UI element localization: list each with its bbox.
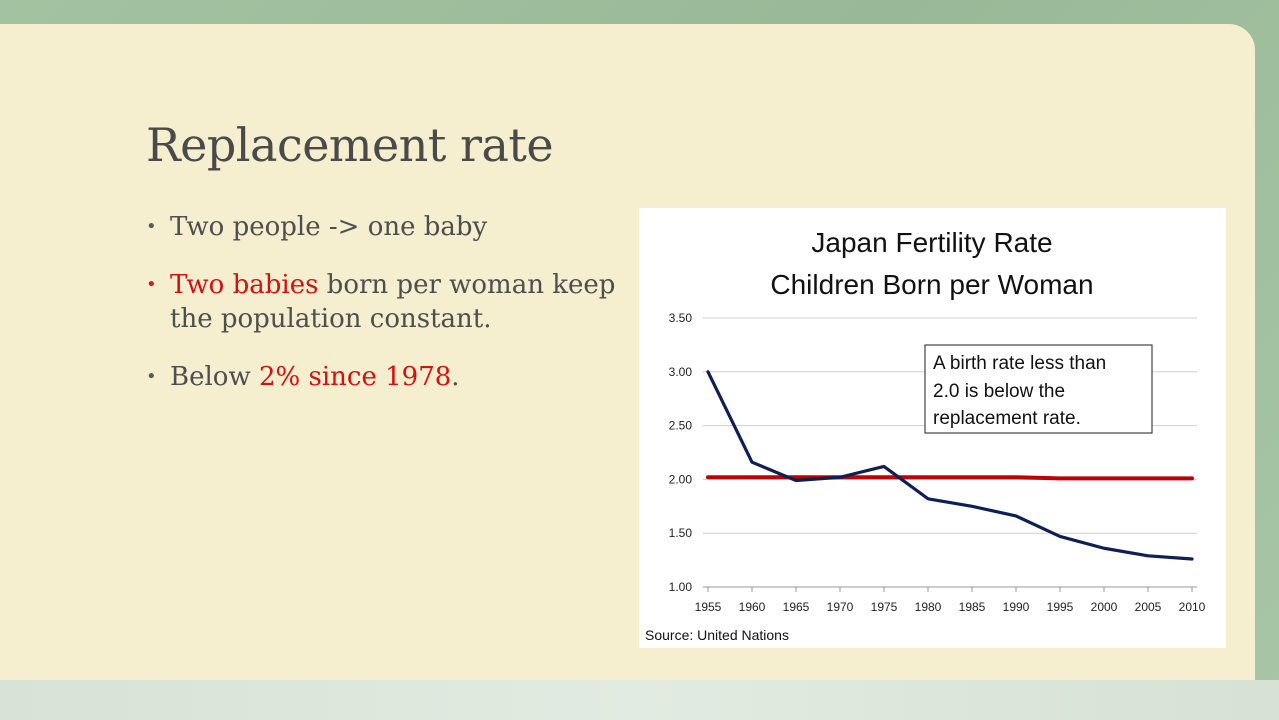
y-tick-label: 1.00 [669, 580, 693, 594]
x-tick-label: 1955 [695, 600, 722, 614]
bullet-item: Two people -> one baby [146, 210, 616, 244]
chart-x-axis: 1955 1960 1965 1970 1975 1980 1985 1990 1995 2000… [695, 600, 1206, 614]
bullet-item: Two babies born per woman keep the popul… [146, 268, 616, 336]
fertility-line [706, 370, 1194, 561]
chart-y-axis: 3.50 3.00 2.50 2.00 1.50 1.00 [669, 311, 693, 594]
annotation-line-2: 2.0 is below the [933, 381, 1065, 402]
chart-title-line-1: Japan Fertility Rate [811, 227, 1052, 258]
x-tick-label: 2010 [1179, 600, 1206, 614]
bottom-band [0, 680, 1279, 720]
x-tick-label: 2005 [1135, 600, 1162, 614]
bullet-text: . [451, 362, 460, 392]
x-tick-label: 1985 [959, 600, 986, 614]
bullet-highlight: Two babies [170, 270, 319, 300]
x-tick-label: 1980 [915, 600, 942, 614]
y-tick-label: 3.50 [669, 311, 693, 325]
slide-title: Replacement rate [146, 118, 554, 172]
bullet-list: Two people -> one baby Two babies born p… [146, 210, 616, 418]
bullet-highlight: 2% since 1978 [258, 362, 452, 392]
y-tick-label: 3.00 [669, 365, 693, 379]
chart-series [706, 370, 1194, 561]
annotation-box [924, 344, 1153, 434]
bullet-text: Below [170, 362, 259, 392]
x-tick-label: 1965 [783, 600, 810, 614]
y-tick-label: 2.00 [669, 472, 693, 486]
fertility-chart: Japan Fertility Rate Children Born per W… [639, 208, 1226, 648]
chart-svg: Japan Fertility Rate Children Born per W… [645, 227, 1206, 643]
x-tick-label: 1970 [827, 600, 854, 614]
annotation-line-3: replacement rate. [933, 408, 1081, 429]
annotation-line-1: A birth rate less than [933, 353, 1106, 374]
replacement-line [706, 475, 1194, 481]
x-tick-label: 1975 [871, 600, 898, 614]
y-tick-label: 2.50 [669, 419, 693, 433]
chart-source: Source: United Nations [645, 627, 789, 643]
bullet-item: Below 2% since 1978. [146, 360, 616, 394]
x-tick-label: 1990 [1003, 600, 1030, 614]
y-tick-label: 1.50 [669, 526, 693, 540]
chart-title-line-2: Children Born per Woman [770, 269, 1093, 300]
x-tick-label: 1960 [739, 600, 766, 614]
x-tick-label: 1995 [1047, 600, 1074, 614]
x-tick-label: 2000 [1091, 600, 1118, 614]
bullet-text: Two people -> one baby [170, 212, 488, 242]
bullet-text: born per woman keep the population const… [170, 270, 616, 334]
